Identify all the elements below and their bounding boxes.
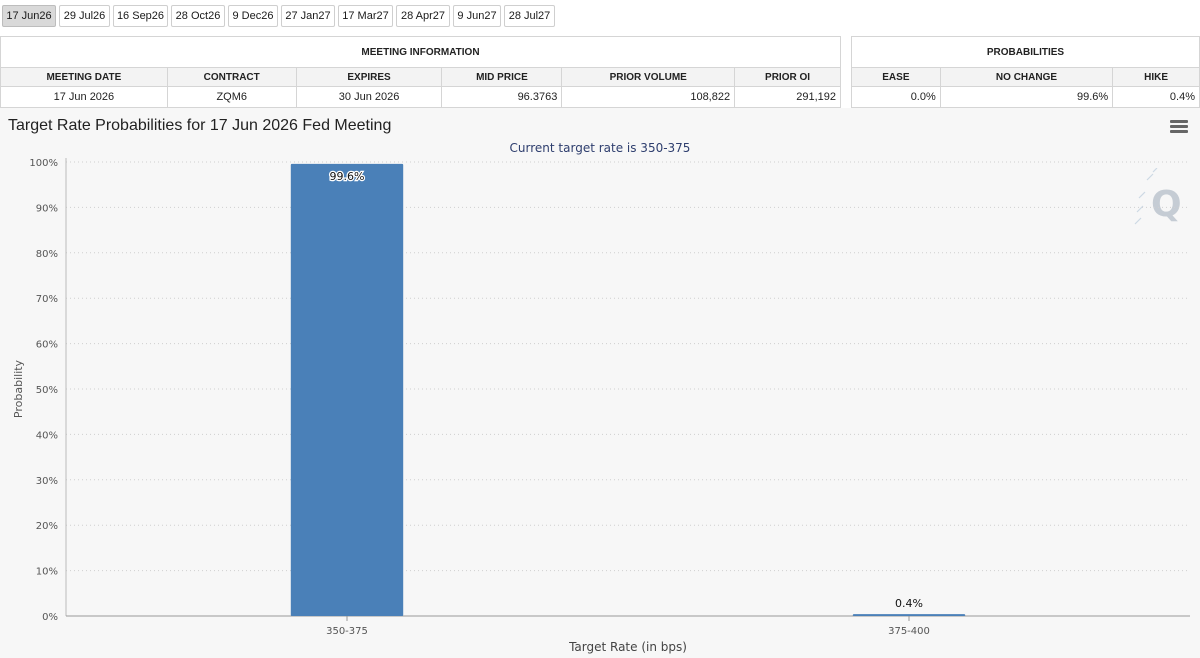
column-header: PRIOR VOLUME xyxy=(561,67,736,87)
bar-chart: Current target rate is 350-375 0% 10% 20% 3… xyxy=(12,141,1190,654)
x-axis-title: Target Rate (in bps) xyxy=(568,640,687,654)
column-header: CONTRACT xyxy=(166,67,297,87)
y-tick-label: 70% xyxy=(36,294,58,305)
meeting-date-cell: 17 Jun 2026 xyxy=(0,86,168,108)
x-tick-label: 350-375 xyxy=(326,626,368,637)
prior-volume-cell: 108,822 xyxy=(561,86,736,108)
chart-subtitle: Current target rate is 350-375 xyxy=(510,141,691,155)
probabilities-heading: PROBABILITIES xyxy=(851,36,1200,68)
tab-meeting[interactable]: 28 Apr27 xyxy=(396,5,450,27)
column-header: MEETING DATE xyxy=(0,67,168,87)
meeting-info-heading: MEETING INFORMATION xyxy=(0,36,841,68)
tab-meeting[interactable]: 28 Jul27 xyxy=(504,5,555,27)
meeting-info-table: MEETING INFORMATION MEETING DATE CONTRAC… xyxy=(0,36,841,108)
q-logo-icon: Q xyxy=(1134,168,1182,225)
column-header: EXPIRES xyxy=(295,67,443,87)
y-axis-title: Probability xyxy=(12,359,25,418)
y-tick-label: 10% xyxy=(36,567,58,578)
probabilities-table: PROBABILITIES EASE NO CHANGE HIKE 0.0% 9… xyxy=(851,36,1200,108)
chart-title: Target Rate Probabilities for 17 Jun 202… xyxy=(8,117,392,134)
bar xyxy=(290,163,404,617)
expires-cell: 30 Jun 2026 xyxy=(295,86,443,108)
column-header: HIKE xyxy=(1112,67,1200,87)
y-tick-label: 30% xyxy=(36,476,58,487)
tab-meeting[interactable]: 29 Jul26 xyxy=(59,5,110,27)
y-tick-label: 100% xyxy=(29,158,58,169)
tab-meeting[interactable]: 9 Dec26 xyxy=(228,5,278,27)
ease-cell: 0.0% xyxy=(851,86,941,108)
tab-meeting[interactable]: 9 Jun27 xyxy=(453,5,501,27)
column-header: EASE xyxy=(851,67,941,87)
tab-meeting[interactable]: 17 Jun26 xyxy=(2,5,56,27)
tab-meeting[interactable]: 16 Sep26 xyxy=(113,5,168,27)
column-header: PRIOR OI xyxy=(734,67,841,87)
table-row: 0.0% 99.6% 0.4% xyxy=(851,86,1200,108)
no-change-cell: 99.6% xyxy=(939,86,1114,108)
y-tick-label: 50% xyxy=(36,385,58,396)
data-label: 99.6% xyxy=(330,170,365,183)
table-row: 17 Jun 2026 ZQM6 30 Jun 2026 96.3763 108… xyxy=(0,86,841,108)
bar xyxy=(852,614,966,616)
column-header: MID PRICE xyxy=(441,67,563,87)
svg-text:Q: Q xyxy=(1151,184,1182,225)
column-header: NO CHANGE xyxy=(939,67,1114,87)
meeting-tabs: 17 Jun26 29 Jul26 16 Sep26 28 Oct26 9 De… xyxy=(0,0,1200,36)
prior-oi-cell: 291,192 xyxy=(734,86,841,108)
y-tick-label: 80% xyxy=(36,249,58,260)
data-label: 0.4% xyxy=(895,597,923,610)
tab-meeting[interactable]: 27 Jan27 xyxy=(281,5,335,27)
hamburger-menu-icon[interactable] xyxy=(1170,120,1188,136)
y-tick-label: 60% xyxy=(36,340,58,351)
y-tick-label: 20% xyxy=(36,521,58,532)
mid-price-cell: 96.3763 xyxy=(441,86,563,108)
hike-cell: 0.4% xyxy=(1112,86,1200,108)
tab-meeting[interactable]: 17 Mar27 xyxy=(338,5,393,27)
chart-panel: Target Rate Probabilities for 17 Jun 202… xyxy=(0,108,1200,658)
x-tick-label: 375-400 xyxy=(888,626,930,637)
y-tick-label: 40% xyxy=(36,430,58,441)
y-tick-label: 90% xyxy=(36,203,58,214)
y-tick-label: 0% xyxy=(42,612,58,623)
contract-cell: ZQM6 xyxy=(166,86,297,108)
tab-meeting[interactable]: 28 Oct26 xyxy=(171,5,225,27)
